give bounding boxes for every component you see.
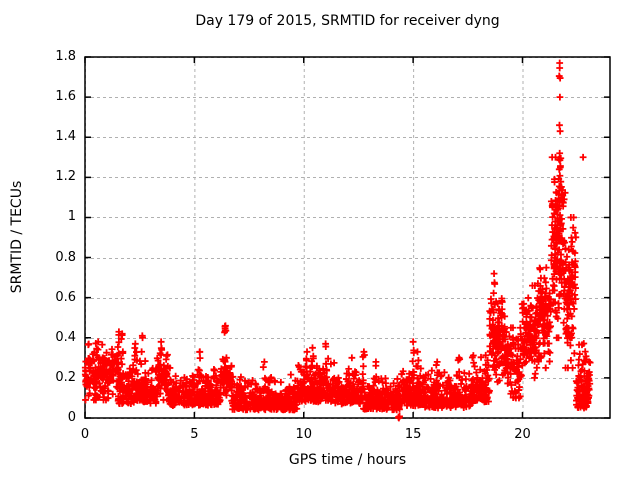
y-tick-label: 0.8 [55,249,76,265]
x-tick-label: 15 [404,427,422,442]
y-tick-label: 1.4 [55,129,76,145]
x-axis-label: GPS time / hours [288,452,407,468]
y-tick-label: 0.2 [55,369,76,385]
x-tick-label: 0 [80,427,90,442]
y-tick-label: 1.8 [55,49,76,64]
y-tick-label: 0.4 [55,329,76,345]
y-axis-label: SRMTID / TECUs [9,180,25,294]
y-tick-label: 1 [67,209,76,225]
x-tick-label: 5 [190,427,199,442]
x-tick-label: 20 [514,427,531,442]
y-tick-label: 1.2 [55,169,76,185]
y-tick-label: 0.6 [55,289,76,305]
chart-title: Day 179 of 2015, SRMTID for receiver dyn… [195,13,500,29]
y-tick-label: 1.6 [55,89,76,105]
y-tick-label: 0 [67,410,76,425]
x-tick-label: 10 [295,427,313,442]
